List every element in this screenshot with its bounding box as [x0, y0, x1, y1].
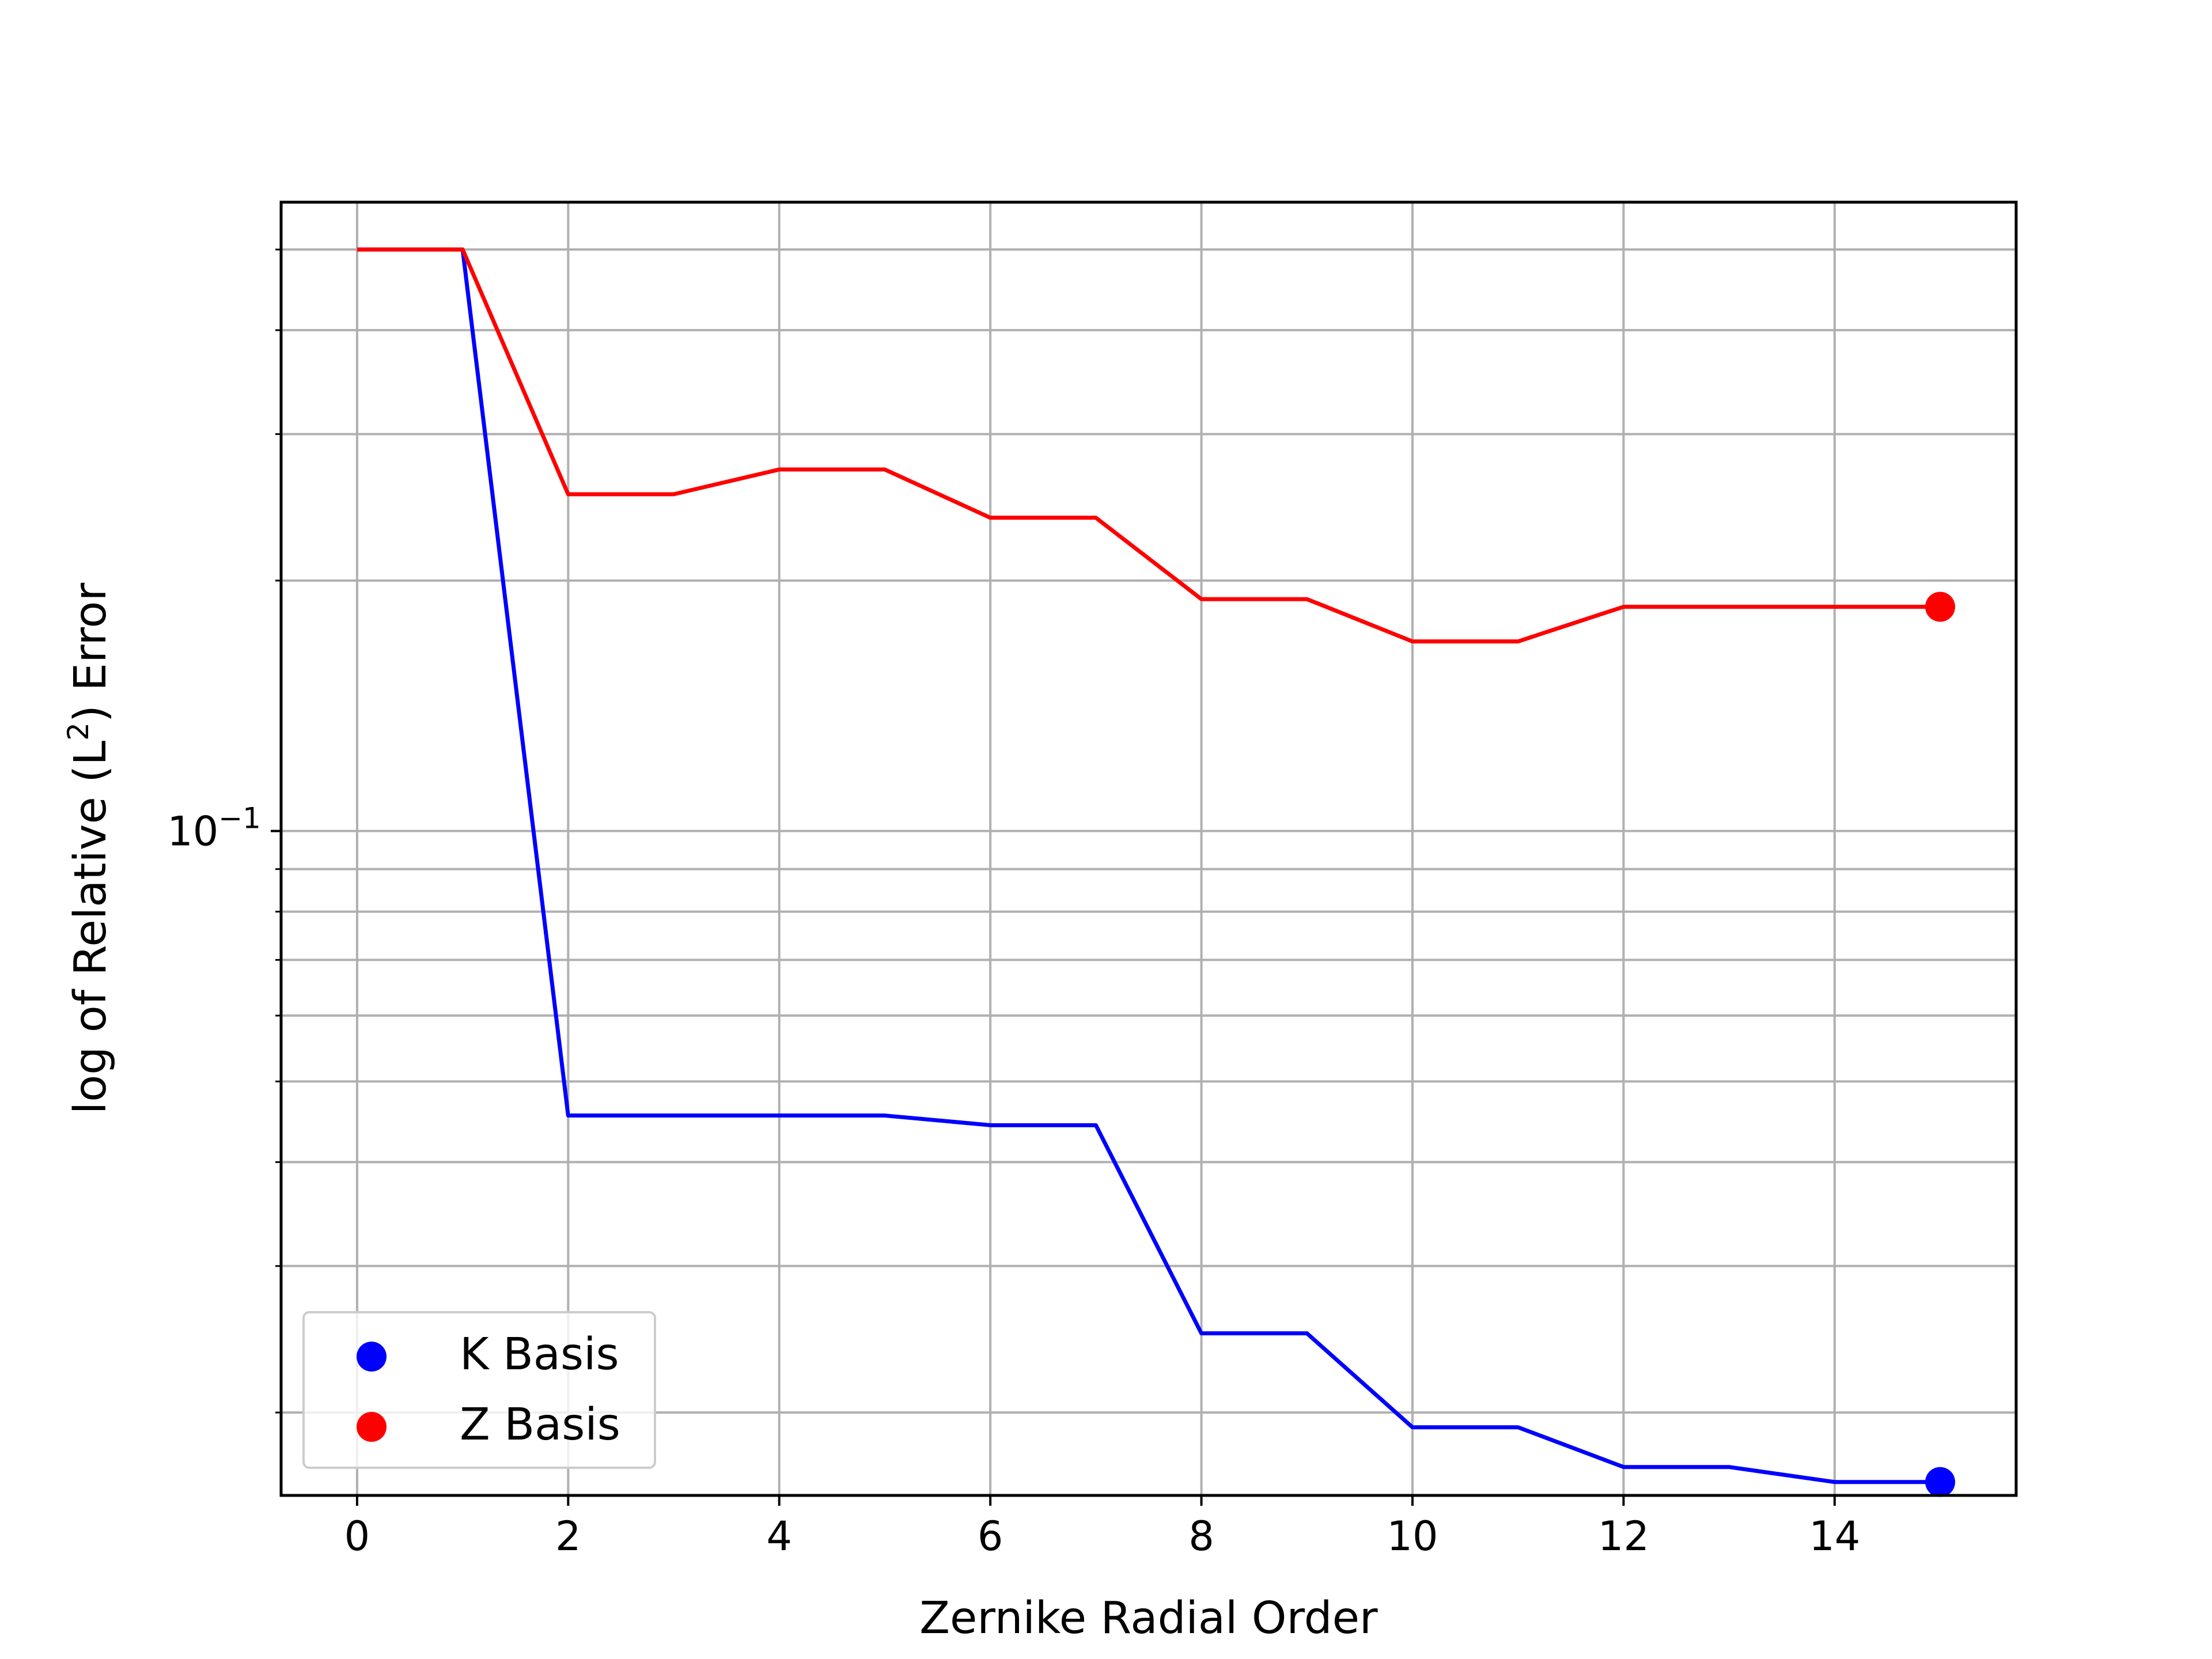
y-tick-label: 10−1 — [167, 802, 261, 855]
series-line-k-basis — [357, 247, 1941, 1484]
series-line-z-basis — [357, 247, 1941, 644]
x-tick-label: 0 — [344, 1513, 370, 1560]
x-tick-label: 2 — [555, 1513, 581, 1560]
data-series — [357, 247, 1956, 1497]
x-axis-label: Zernike Radial Order — [919, 1593, 1378, 1644]
legend-label-k-basis: K Basis — [460, 1329, 619, 1380]
x-tick-label: 4 — [766, 1513, 792, 1560]
y-axis-label: log of Relative (L2) Error — [62, 582, 116, 1114]
x-tick-label: 14 — [1809, 1513, 1860, 1560]
legend-marker-z-basis — [357, 1412, 387, 1442]
series-end-marker-z-basis — [1925, 592, 1956, 622]
legend: K Basis Z Basis — [302, 1311, 656, 1469]
series-end-marker-k-basis — [1925, 1467, 1956, 1497]
x-tick-label: 6 — [978, 1513, 1003, 1560]
axis-ticks: 0 2 4 6 8 10 12 14 10−1 — [167, 248, 1860, 1560]
legend-marker-k-basis — [357, 1342, 387, 1372]
x-tick-label: 12 — [1598, 1513, 1649, 1560]
plot-frame — [279, 200, 2018, 1497]
legend-label-z-basis: Z Basis — [460, 1399, 620, 1450]
x-tick-label: 8 — [1188, 1513, 1214, 1560]
legend-box — [302, 1311, 656, 1469]
x-tick-label: 10 — [1387, 1513, 1438, 1560]
